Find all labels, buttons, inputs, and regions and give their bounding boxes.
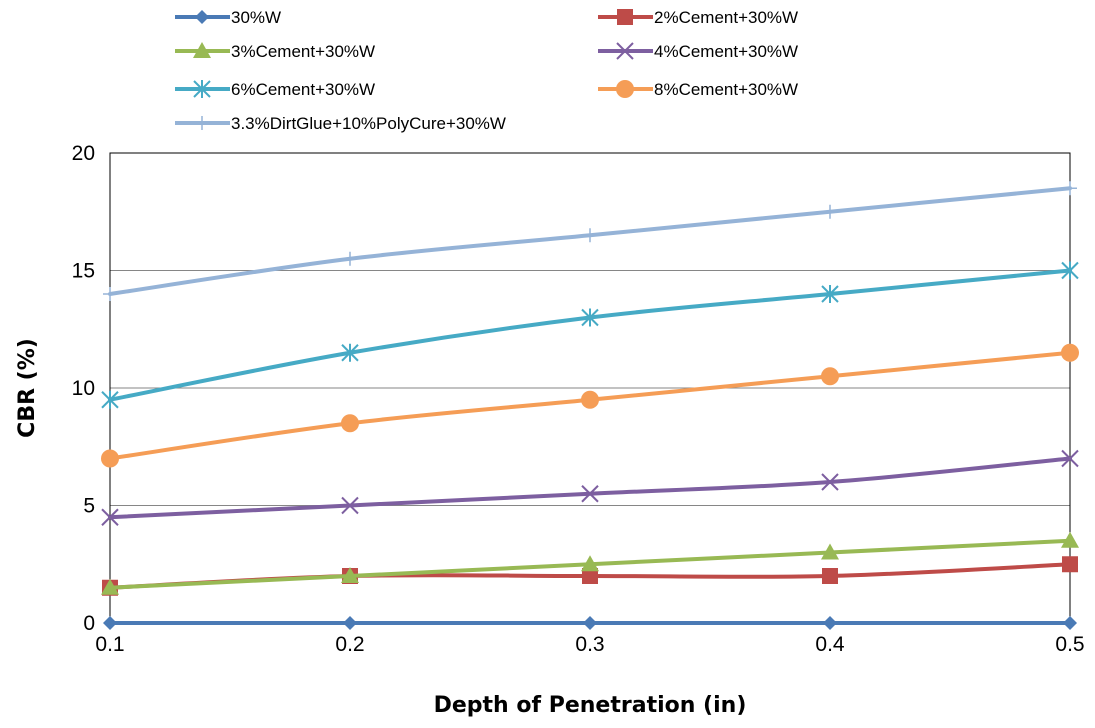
legend-item: 4%Cement+30%W xyxy=(598,42,798,61)
y-tick-label: 0 xyxy=(83,612,95,635)
data-point xyxy=(1062,556,1078,573)
series-layer xyxy=(101,181,1079,630)
data-point xyxy=(821,285,839,303)
data-point xyxy=(823,616,837,630)
data-point xyxy=(101,508,119,526)
data-point xyxy=(821,473,839,491)
x-tick-label: 0.3 xyxy=(575,633,604,656)
data-point xyxy=(581,308,599,327)
data-point xyxy=(1061,449,1079,468)
legend: 30%W 2%Cement+30%W 3%Cement+30%W 4%Cement+3… xyxy=(175,8,798,133)
legend-item: 2%Cement+30%W xyxy=(598,8,798,27)
y-axis-title: CBR (%) xyxy=(15,338,40,438)
y-tick-label: 20 xyxy=(72,142,95,165)
legend-marker xyxy=(193,80,211,98)
legend-label: 30%W xyxy=(231,8,281,27)
legend-marker xyxy=(195,116,209,130)
data-point xyxy=(341,343,359,362)
y-tick-label: 15 xyxy=(72,260,95,283)
tick-labels: 0 5 10 15 20 0.1 0.2 0.3 0.4 0.5 xyxy=(72,142,1085,656)
series-line xyxy=(108,456,1072,520)
legend-label: 3%Cement+30%W xyxy=(231,42,375,61)
x-tick-label: 0.1 xyxy=(95,633,124,656)
x-tick-label: 0.2 xyxy=(335,633,364,656)
data-point xyxy=(101,449,119,468)
legend-marker xyxy=(616,42,634,60)
data-point xyxy=(343,251,357,266)
data-point xyxy=(1061,343,1079,362)
legend-label: 4%Cement+30%W xyxy=(654,42,798,61)
data-point xyxy=(343,616,357,630)
legend-item: 8%Cement+30%W xyxy=(598,80,798,99)
data-point xyxy=(1061,261,1079,280)
data-point xyxy=(341,496,359,515)
data-point xyxy=(101,390,119,409)
legend-marker xyxy=(617,9,633,25)
series-0 xyxy=(103,616,1077,630)
data-point xyxy=(821,367,839,386)
data-point xyxy=(583,228,597,243)
data-point xyxy=(581,390,599,409)
gridlines xyxy=(110,270,1070,506)
legend-label: 2%Cement+30%W xyxy=(654,8,798,27)
data-point xyxy=(341,567,359,583)
data-point xyxy=(341,414,359,433)
data-point xyxy=(1061,531,1079,548)
data-point xyxy=(581,555,599,572)
data-point xyxy=(581,485,599,503)
data-point xyxy=(103,287,117,301)
series-4 xyxy=(101,261,1079,409)
legend-label: 8%Cement+30%W xyxy=(654,80,798,99)
x-axis-title: Depth of Penetration (in) xyxy=(434,693,747,718)
data-point xyxy=(1063,181,1077,196)
data-point xyxy=(822,568,838,584)
y-tick-label: 5 xyxy=(83,495,95,518)
legend-item: 30%W xyxy=(175,8,281,27)
legend-label: 6%Cement+30%W xyxy=(231,80,375,99)
data-point xyxy=(583,616,597,630)
series-3 xyxy=(101,449,1079,526)
legend-item: 6%Cement+30%W xyxy=(175,80,375,99)
series-line xyxy=(108,268,1072,402)
y-tick-label: 10 xyxy=(72,377,95,400)
data-point xyxy=(1063,616,1077,630)
series-6 xyxy=(103,181,1077,301)
data-point xyxy=(821,543,839,560)
legend-label: 3.3%DirtGlue+10%PolyCure+30%W xyxy=(231,114,506,133)
legend-marker xyxy=(195,10,209,24)
series-5 xyxy=(101,343,1079,468)
data-point xyxy=(101,578,119,595)
legend-marker xyxy=(616,80,634,98)
data-point xyxy=(582,568,598,584)
data-point xyxy=(823,204,837,219)
legend-item: 3%Cement+30%W xyxy=(175,42,375,61)
x-tick-label: 0.5 xyxy=(1055,633,1084,656)
x-tick-label: 0.4 xyxy=(815,633,845,656)
data-point xyxy=(103,616,117,630)
series-2 xyxy=(101,531,1079,595)
legend-item: 3.3%DirtGlue+10%PolyCure+30%W xyxy=(175,114,506,133)
legend-marker xyxy=(193,42,211,58)
